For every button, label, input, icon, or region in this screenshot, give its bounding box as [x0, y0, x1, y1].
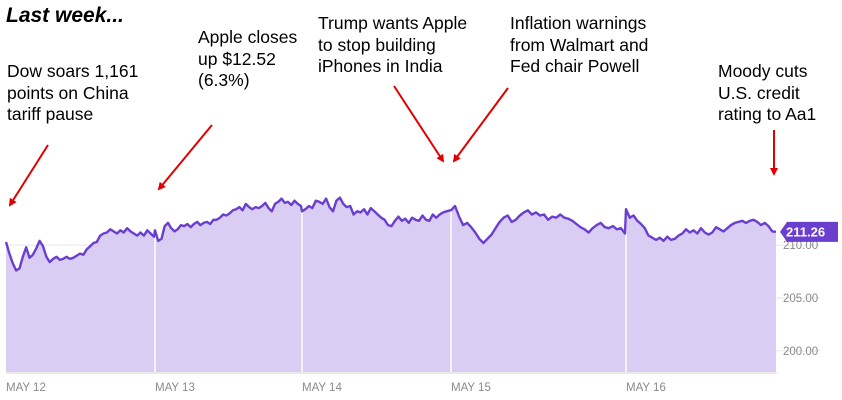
y-tick-label: 200.00	[783, 346, 818, 358]
x-tick-label: MAY 13	[155, 382, 195, 394]
arrow-apple	[157, 124, 213, 191]
last-value-badge-shape	[780, 221, 838, 242]
y-tick-label: 205.00	[783, 293, 818, 305]
arrow-inflation	[452, 87, 509, 163]
x-tick-label: MAY 16	[626, 382, 666, 394]
x-tick-label: MAY 14	[302, 382, 342, 394]
x-tick-label: MAY 15	[451, 382, 491, 394]
annotation-moody: Moody cuts U.S. credit rating to Aa1	[718, 61, 817, 124]
price-line	[4, 196, 777, 272]
annotation-trump: Trump wants Apple to stop building iPhon…	[318, 13, 468, 76]
x-tick-label: MAY 12	[6, 382, 46, 394]
y-axis: 200.00 205.00 210.00	[783, 240, 818, 358]
annotation-inflation: Inflation warnings from Walmart and Fed …	[510, 13, 649, 76]
y-tick-label: 210.00	[783, 240, 818, 252]
annotation-arrows	[8, 85, 778, 207]
arrow-dow	[8, 144, 49, 207]
price-area-fill	[6, 197, 776, 372]
x-axis: MAY 12 MAY 13 MAY 14 MAY 15 MAY 16	[6, 372, 777, 394]
arrow-trump	[393, 85, 445, 163]
annotation-apple: Apple closes up $12.52 (6.3%)	[198, 27, 298, 90]
last-value-badge: 211.26	[780, 221, 838, 242]
annotation-dow: Dow soars 1,161 points on China tariff p…	[7, 61, 139, 124]
page-title: Last week...	[6, 4, 124, 27]
last-value-label: 211.26	[786, 224, 825, 239]
day-dividers	[154, 148, 627, 372]
